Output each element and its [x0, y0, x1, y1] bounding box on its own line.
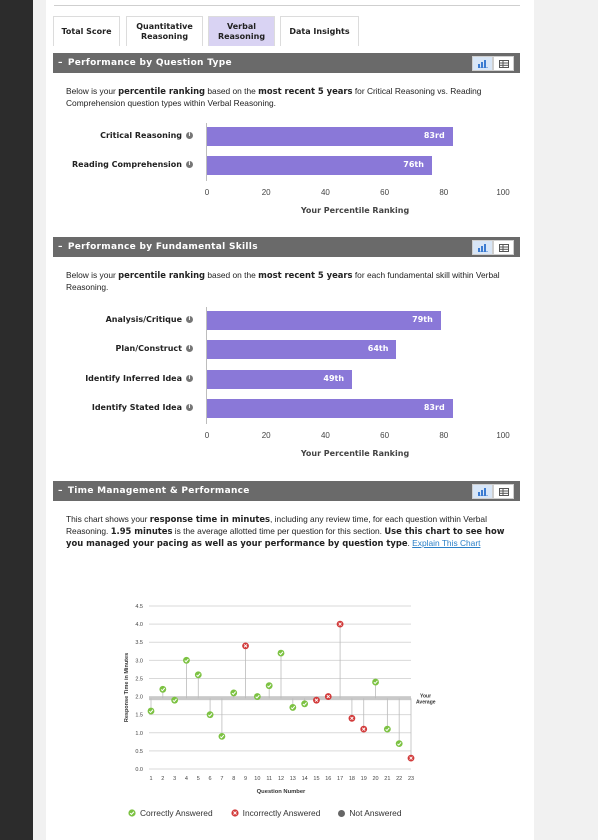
- bar[interactable]: 79th: [207, 311, 441, 330]
- tab-data-insights[interactable]: Data Insights: [280, 16, 359, 46]
- bar-label: Analysis/Critique i: [106, 315, 193, 324]
- collapse-icon[interactable]: –: [58, 242, 63, 252]
- chart-view-icon[interactable]: [472, 484, 493, 499]
- bar-value-label: 83rd: [423, 131, 445, 140]
- section-title: Time Management & Performance: [67, 486, 250, 496]
- section-header-time-management[interactable]: – Time Management & Performance: [53, 481, 520, 501]
- info-icon[interactable]: i: [186, 316, 193, 323]
- tab-total-score[interactable]: Total Score: [53, 16, 120, 46]
- x-tick-label: 40: [320, 188, 330, 197]
- tab-quantitative-reasoning[interactable]: Quantitative Reasoning: [126, 16, 203, 46]
- x-tick-label: 0: [204, 188, 210, 197]
- legend-not-answered: Not Answered: [338, 808, 402, 818]
- info-icon[interactable]: i: [186, 375, 193, 382]
- bar-value-label: 64th: [367, 344, 389, 353]
- table-view-icon[interactable]: [493, 240, 514, 255]
- x-tick-label: 40: [320, 431, 330, 440]
- info-icon[interactable]: i: [186, 161, 193, 168]
- bar[interactable]: 64th: [207, 340, 397, 359]
- legend-correct: Correctly Answered: [128, 808, 213, 818]
- x-tick-label: 20: [261, 431, 271, 440]
- x-tick-label: 100: [496, 431, 510, 440]
- x-tick-label: 20: [261, 188, 271, 197]
- x-tick-label: 60: [380, 431, 390, 440]
- bar[interactable]: 49th: [207, 370, 353, 389]
- section-description: This chart shows your response time in m…: [66, 514, 505, 548]
- table-view-icon[interactable]: [493, 56, 514, 71]
- info-icon[interactable]: i: [186, 132, 193, 139]
- divider: [54, 5, 520, 6]
- y-axis-line: [206, 123, 207, 181]
- tab-verbal-reasoning[interactable]: Verbal Reasoning: [208, 16, 275, 46]
- x-tick-label: 60: [380, 188, 390, 197]
- section-description: Below is your percentile ranking based o…: [66, 86, 482, 108]
- section-header-fundamental-skills[interactable]: – Performance by Fundamental Skills: [53, 237, 520, 257]
- x-axis-title: Your Percentile Ranking: [300, 449, 410, 458]
- x-tick-label: 100: [496, 188, 510, 197]
- bar-label: Identify Stated Idea i: [92, 403, 193, 412]
- bar-value-label: 49th: [323, 374, 345, 383]
- section-header-question-type[interactable]: – Performance by Question Type: [53, 53, 520, 73]
- bar[interactable]: 76th: [207, 156, 432, 175]
- table-view-icon[interactable]: [493, 484, 514, 499]
- collapse-icon[interactable]: –: [58, 486, 63, 496]
- x-tick-label: 0: [204, 431, 210, 440]
- info-icon[interactable]: i: [186, 345, 193, 352]
- section-title: Performance by Question Type: [67, 58, 232, 68]
- info-icon[interactable]: i: [186, 404, 193, 411]
- bar[interactable]: 83rd: [207, 127, 453, 146]
- y-axis-line: [206, 307, 207, 424]
- bar[interactable]: 83rd: [207, 399, 453, 418]
- collapse-icon[interactable]: –: [58, 58, 63, 68]
- bar-value-label: 83rd: [423, 403, 445, 412]
- bar-value-label: 79th: [412, 315, 433, 324]
- explain-chart-link[interactable]: Explain This Chart: [412, 538, 481, 548]
- chart-view-icon[interactable]: [472, 56, 493, 71]
- content-card: [46, 0, 534, 840]
- x-axis-title: Your Percentile Ranking: [300, 206, 410, 215]
- section-description: Below is your percentile ranking based o…: [66, 270, 500, 292]
- chart-view-icon[interactable]: [472, 240, 493, 255]
- view-toggle[interactable]: [472, 56, 514, 71]
- chart-legend: Correctly Answered Incorrectly Answered …: [128, 808, 402, 818]
- view-toggle[interactable]: [472, 240, 514, 255]
- legend-incorrect: Incorrectly Answered: [231, 808, 320, 818]
- view-toggle[interactable]: [472, 484, 514, 499]
- bar-label: Critical Reasoning i: [100, 131, 193, 140]
- section-title: Performance by Fundamental Skills: [67, 242, 258, 252]
- x-tick-label: 80: [439, 188, 449, 197]
- bar-label: Reading Comprehension i: [72, 160, 193, 169]
- bar-value-label: 76th: [403, 160, 424, 169]
- left-sidebar: [0, 0, 33, 840]
- bar-label: Identify Inferred Idea i: [85, 374, 193, 383]
- bar-label: Plan/Construct i: [116, 344, 193, 353]
- x-tick-label: 80: [439, 431, 449, 440]
